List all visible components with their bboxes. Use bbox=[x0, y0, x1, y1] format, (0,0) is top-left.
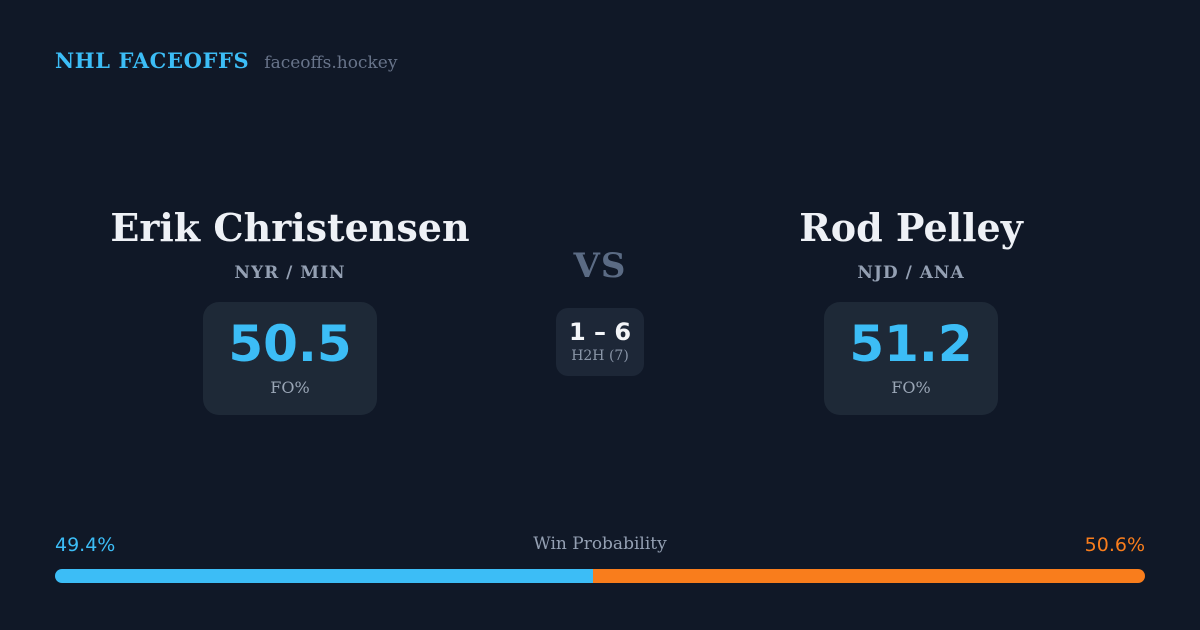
matchup-center: VS 1 – 6 H2H (7) bbox=[510, 246, 690, 377]
faceoff-stat-card: 51.2 FO% bbox=[824, 301, 998, 415]
head-to-head-label: H2H (7) bbox=[571, 348, 629, 365]
player-card-left: Erik Christensen NYR / MIN 50.5 FO% bbox=[100, 207, 480, 415]
faceoff-stat-label: FO% bbox=[270, 378, 310, 398]
head-to-head-box: 1 – 6 H2H (7) bbox=[556, 308, 644, 377]
win-probability-labels: 49.4% Win Probability 50.6% bbox=[55, 534, 1145, 556]
win-probability-left-value: 49.4% bbox=[55, 534, 116, 556]
site-url: faceoffs.hockey bbox=[264, 53, 398, 73]
player-card-right: Rod Pelley NJD / ANA 51.2 FO% bbox=[721, 207, 1101, 415]
header: NHL FACEOFFS faceoffs.hockey bbox=[55, 48, 397, 73]
player-teams: NYR / MIN bbox=[234, 262, 346, 283]
win-probability-right-segment bbox=[593, 569, 1145, 583]
win-probability-right-value: 50.6% bbox=[1084, 534, 1145, 556]
faceoff-stat-label: FO% bbox=[891, 378, 931, 398]
faceoff-percentage: 50.5 bbox=[228, 315, 352, 374]
faceoff-percentage: 51.2 bbox=[849, 315, 973, 374]
player-teams: NJD / ANA bbox=[857, 262, 965, 283]
win-probability-left-segment bbox=[55, 569, 594, 583]
player-name: Erik Christensen bbox=[110, 205, 470, 250]
player-name: Rod Pelley bbox=[799, 205, 1023, 250]
vs-label: VS bbox=[573, 246, 627, 286]
win-probability-bar bbox=[55, 569, 1145, 583]
win-probability-title: Win Probability bbox=[533, 534, 667, 554]
win-probability-section: 49.4% Win Probability 50.6% bbox=[55, 534, 1145, 583]
brand-logo: NHL FACEOFFS bbox=[55, 48, 250, 73]
head-to-head-score: 1 – 6 bbox=[568, 318, 632, 346]
faceoff-stat-card: 50.5 FO% bbox=[203, 301, 377, 415]
